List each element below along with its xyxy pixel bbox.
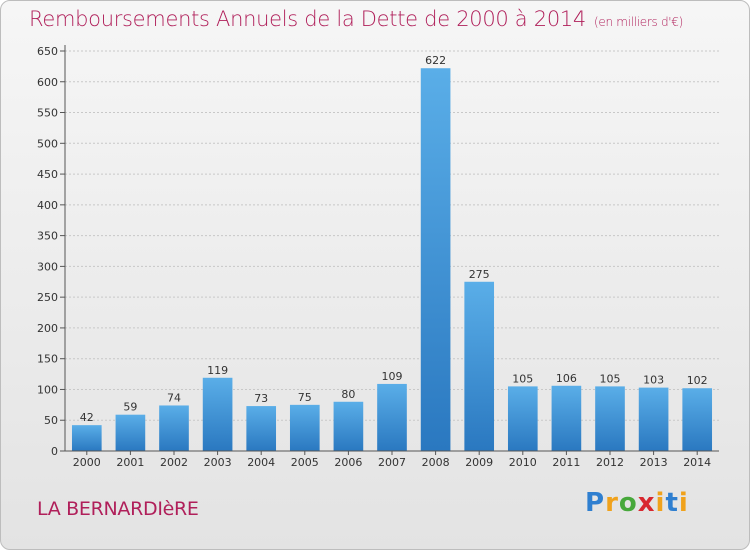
bar-value-label: 75	[298, 391, 312, 404]
x-tick-label: 2008	[422, 456, 450, 469]
bar-value-label: 109	[382, 370, 403, 383]
bar	[202, 377, 233, 451]
x-tick-label: 2011	[552, 456, 580, 469]
bar	[71, 425, 102, 451]
x-tick-label: 2001	[116, 456, 144, 469]
y-tick-label: 200	[37, 322, 58, 335]
x-tick-label: 2004	[247, 456, 275, 469]
y-tick-label: 300	[37, 260, 58, 273]
bar	[246, 406, 277, 451]
bar-value-label: 622	[425, 54, 446, 67]
bar-value-label: 73	[254, 392, 268, 405]
x-tick-label: 2009	[465, 456, 493, 469]
y-tick-label: 600	[37, 76, 58, 89]
bar-value-label: 105	[512, 372, 533, 385]
bar	[420, 68, 451, 451]
bar-value-label: 80	[341, 388, 355, 401]
y-tick-label: 50	[44, 414, 58, 427]
bar-value-label: 275	[469, 268, 490, 281]
bar-value-label: 106	[556, 372, 577, 385]
y-tick-label: 350	[37, 230, 58, 243]
y-tick-label: 550	[37, 107, 58, 120]
bar	[507, 386, 538, 451]
bar	[289, 404, 320, 451]
bar-value-label: 102	[687, 374, 708, 387]
y-tick-label: 400	[37, 199, 58, 212]
x-tick-label: 2003	[204, 456, 232, 469]
x-tick-label: 2014	[683, 456, 711, 469]
bar	[377, 383, 407, 451]
bar	[464, 281, 495, 451]
y-tick-label: 450	[37, 168, 58, 181]
y-tick-label: 500	[37, 137, 58, 150]
proxiti-logo: Proxiti	[585, 488, 689, 518]
bar-value-label: 59	[123, 401, 137, 414]
y-tick-label: 650	[37, 45, 58, 58]
y-tick-label: 0	[51, 445, 58, 458]
y-tick-label: 100	[37, 383, 58, 396]
x-tick-label: 2010	[509, 456, 537, 469]
bar-value-label: 103	[643, 374, 664, 387]
bar-value-label: 105	[600, 372, 621, 385]
x-tick-label: 2005	[291, 456, 319, 469]
chart-title-text: Remboursements Annuels de la Dette de 20…	[29, 7, 586, 31]
chart-unit: (en milliers d'€)	[594, 15, 684, 29]
x-tick-label: 2002	[160, 456, 188, 469]
bar	[682, 388, 713, 451]
y-tick-label: 150	[37, 353, 58, 366]
bar	[551, 385, 582, 451]
bar-value-label: 42	[80, 411, 94, 424]
x-tick-label: 2000	[73, 456, 101, 469]
bar	[333, 401, 364, 451]
bar	[595, 386, 625, 451]
x-tick-label: 2006	[334, 456, 362, 469]
chart-title: Remboursements Annuels de la Dette de 20…	[29, 7, 683, 31]
y-tick-label: 250	[37, 291, 58, 304]
bar	[115, 414, 146, 451]
bar	[159, 405, 189, 451]
x-tick-label: 2013	[640, 456, 668, 469]
bar-value-label: 74	[167, 391, 181, 404]
bar	[638, 387, 669, 451]
x-tick-label: 2012	[596, 456, 624, 469]
commune-name: LA BERNARDIèRE	[37, 498, 199, 520]
bar-value-label: 119	[207, 364, 228, 377]
x-tick-label: 2007	[378, 456, 406, 469]
